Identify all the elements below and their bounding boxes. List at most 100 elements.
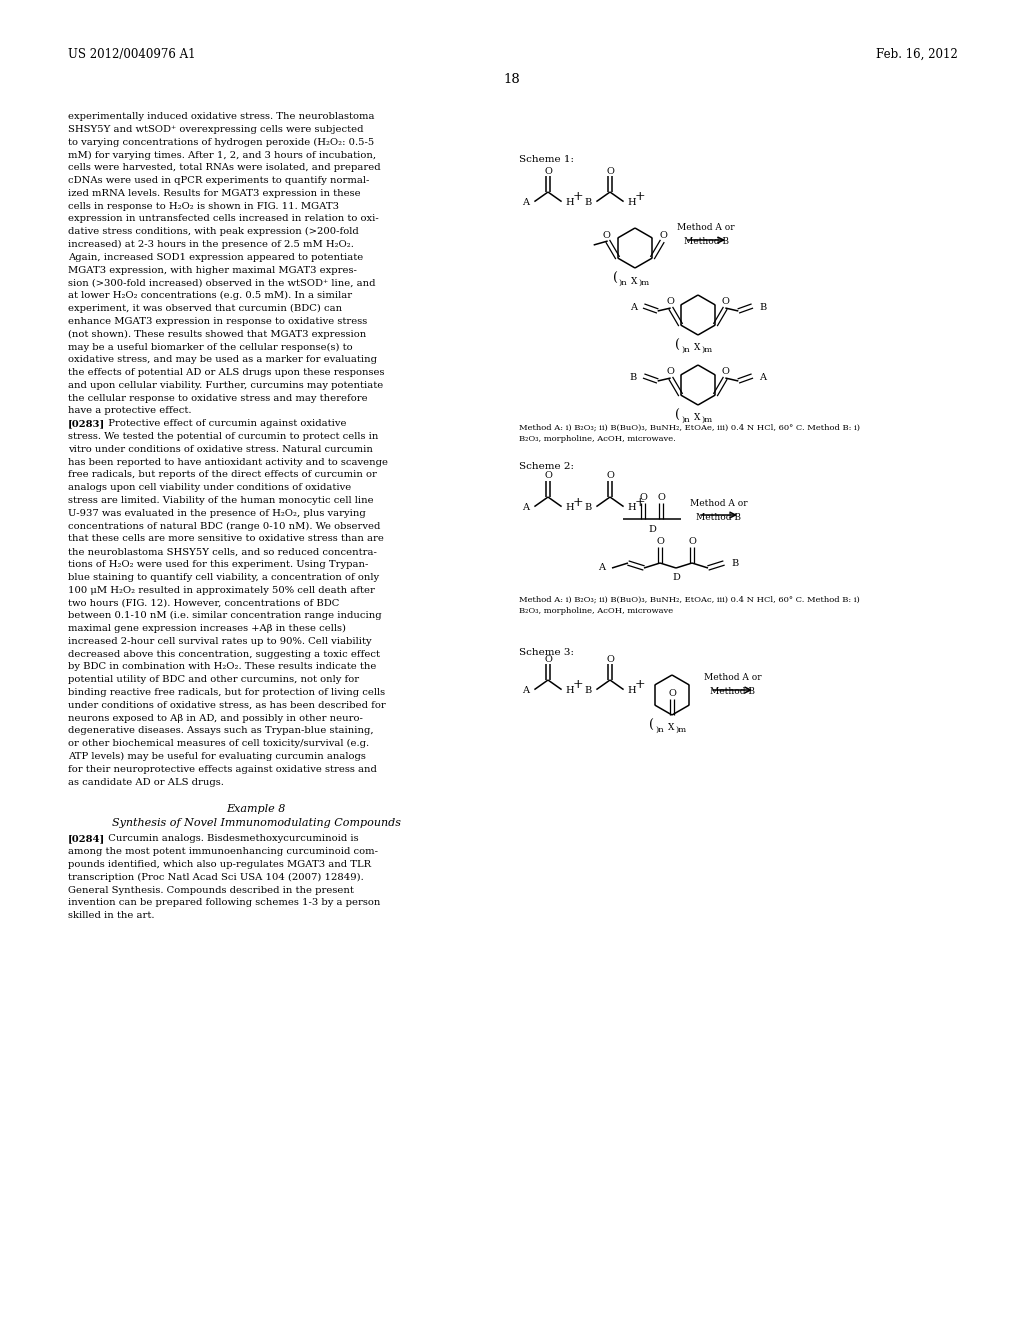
Text: Method B: Method B [696,512,741,521]
Text: B: B [584,686,592,696]
Text: H: H [628,503,636,512]
Text: A: A [760,372,766,381]
Text: General Synthesis. Compounds described in the present: General Synthesis. Compounds described i… [68,886,354,895]
Text: decreased above this concentration, suggesting a toxic effect: decreased above this concentration, sugg… [68,649,380,659]
Text: H: H [565,198,574,207]
Text: O: O [544,655,552,664]
Text: X: X [668,723,674,733]
Text: B: B [760,302,767,312]
Text: expression in untransfected cells increased in relation to oxi-: expression in untransfected cells increa… [68,214,379,223]
Text: A: A [630,302,637,312]
Text: O: O [688,536,696,545]
Text: O: O [639,492,647,502]
Text: transcription (Proc Natl Acad Sci USA 104 (2007) 12849).: transcription (Proc Natl Acad Sci USA 10… [68,873,364,882]
Text: H: H [628,198,636,207]
Text: Method A: i) B₂O₃; ii) B(BuO)₃, BuNH₂, EtOAe, iii) 0.4 N HCl, 60° C. Method B: i: Method A: i) B₂O₃; ii) B(BuO)₃, BuNH₂, E… [519,424,860,432]
Text: B: B [731,558,738,568]
Text: or other biochemical measures of cell toxicity/survival (e.g.: or other biochemical measures of cell to… [68,739,369,748]
Text: U-937 was evaluated in the presence of H₂O₂, plus varying: U-937 was evaluated in the presence of H… [68,508,366,517]
Text: Scheme 1:: Scheme 1: [519,154,574,164]
Text: enhance MGAT3 expression in response to oxidative stress: enhance MGAT3 expression in response to … [68,317,368,326]
Text: blue staining to quantify cell viability, a concentration of only: blue staining to quantify cell viability… [68,573,379,582]
Text: (: ( [649,718,654,731]
Text: Scheme 2:: Scheme 2: [519,462,574,471]
Text: pounds identified, which also up-regulates MGAT3 and TLR: pounds identified, which also up-regulat… [68,861,371,869]
Text: binding reactive free radicals, but for protection of living cells: binding reactive free radicals, but for … [68,688,385,697]
Text: A: A [522,503,529,512]
Text: +: + [635,495,645,508]
Text: ized mRNA levels. Results for MGAT3 expression in these: ized mRNA levels. Results for MGAT3 expr… [68,189,360,198]
Text: +: + [572,678,584,692]
Text: cells in response to H₂O₂ is shown in FIG. 11. MGAT3: cells in response to H₂O₂ is shown in FI… [68,202,339,211]
Text: for their neuroprotective effects against oxidative stress and: for their neuroprotective effects agains… [68,764,377,774]
Text: Feb. 16, 2012: Feb. 16, 2012 [877,48,958,61]
Text: tions of H₂O₂ were used for this experiment. Using Trypan-: tions of H₂O₂ were used for this experim… [68,560,369,569]
Text: Synthesis of Novel Immunomodulating Compounds: Synthesis of Novel Immunomodulating Comp… [112,818,400,829]
Text: )m: )m [701,346,713,354]
Text: D: D [672,573,680,582]
Text: sion (>300-fold increased) observed in the wtSOD⁺ line, and: sion (>300-fold increased) observed in t… [68,279,376,288]
Text: 100 μM H₂O₂ resulted in approximately 50% cell death after: 100 μM H₂O₂ resulted in approximately 50… [68,586,375,594]
Text: O: O [544,166,552,176]
Text: cDNAs were used in qPCR experiments to quantify normal-: cDNAs were used in qPCR experiments to q… [68,176,370,185]
Text: +: + [572,495,584,508]
Text: X: X [694,413,700,422]
Text: cells were harvested, total RNAs were isolated, and prepared: cells were harvested, total RNAs were is… [68,164,381,172]
Text: D: D [648,524,656,533]
Text: )n: )n [682,346,690,354]
Text: O: O [721,297,729,305]
Text: (not shown). These results showed that MGAT3 expression: (not shown). These results showed that M… [68,330,367,339]
Text: SHSY5Y and wtSOD⁺ overexpressing cells were subjected: SHSY5Y and wtSOD⁺ overexpressing cells w… [68,125,364,133]
Text: A: A [522,198,529,207]
Text: has been reported to have antioxidant activity and to scavenge: has been reported to have antioxidant ac… [68,458,388,466]
Text: concentrations of natural BDC (range 0-10 nM). We observed: concentrations of natural BDC (range 0-1… [68,521,380,531]
Text: the neuroblastoma SHSY5Y cells, and so reduced concentra-: the neuroblastoma SHSY5Y cells, and so r… [68,548,377,556]
Text: free radicals, but reports of the direct effects of curcumin or: free radicals, but reports of the direct… [68,470,377,479]
Text: vitro under conditions of oxidative stress. Natural curcumin: vitro under conditions of oxidative stre… [68,445,373,454]
Text: Method B: Method B [683,238,728,247]
Text: US 2012/0040976 A1: US 2012/0040976 A1 [68,48,196,61]
Text: X: X [694,343,700,352]
Text: MGAT3 expression, with higher maximal MGAT3 expres-: MGAT3 expression, with higher maximal MG… [68,265,357,275]
Text: and upon cellular viability. Further, curcumins may potentiate: and upon cellular viability. Further, cu… [68,380,383,389]
Text: [0283]: [0283] [68,420,105,428]
Text: stress are limited. Viability of the human monocytic cell line: stress are limited. Viability of the hum… [68,496,374,506]
Text: )m: )m [638,279,649,286]
Text: the effects of potential AD or ALS drugs upon these responses: the effects of potential AD or ALS drugs… [68,368,384,378]
Text: O: O [721,367,729,375]
Text: H: H [628,686,636,696]
Text: dative stress conditions, with peak expression (>200-fold: dative stress conditions, with peak expr… [68,227,358,236]
Text: 18: 18 [504,73,520,86]
Text: degenerative diseases. Assays such as Trypan-blue staining,: degenerative diseases. Assays such as Tr… [68,726,374,735]
Text: oxidative stress, and may be used as a marker for evaluating: oxidative stress, and may be used as a m… [68,355,377,364]
Text: neurons exposed to Aβ in AD, and possibly in other neuro-: neurons exposed to Aβ in AD, and possibl… [68,714,362,722]
Text: mM) for varying times. After 1, 2, and 3 hours of incubation,: mM) for varying times. After 1, 2, and 3… [68,150,376,160]
Text: to varying concentrations of hydrogen peroxide (H₂O₂: 0.5-5: to varying concentrations of hydrogen pe… [68,137,374,147]
Text: H: H [565,503,574,512]
Text: O: O [606,655,614,664]
Text: B₂O₃, morpholine, AcOH, microwave: B₂O₃, morpholine, AcOH, microwave [519,607,673,615]
Text: O: O [656,536,664,545]
Text: Method A: i) B₂O₃; ii) B(BuO)₃, BuNH₂, EtOAc, iii) 0.4 N HCl, 60° C. Method B: i: Method A: i) B₂O₃; ii) B(BuO)₃, BuNH₂, E… [519,597,860,605]
Text: Method A or: Method A or [690,499,748,507]
Text: O: O [668,689,676,697]
Text: )n: )n [655,726,665,734]
Text: analogs upon cell viability under conditions of oxidative: analogs upon cell viability under condit… [68,483,351,492]
Text: Again, increased SOD1 expression appeared to potentiate: Again, increased SOD1 expression appeare… [68,253,364,261]
Text: O: O [606,471,614,480]
Text: )n: )n [682,416,690,424]
Text: O: O [667,367,675,375]
Text: O: O [659,231,668,239]
Text: B: B [584,503,592,512]
Text: O: O [603,231,610,239]
Text: Scheme 3:: Scheme 3: [519,648,574,657]
Text: experimentally induced oxidative stress. The neuroblastoma: experimentally induced oxidative stress.… [68,112,375,121]
Text: among the most potent immunoenhancing curcuminoid com-: among the most potent immunoenhancing cu… [68,847,378,857]
Text: O: O [667,297,675,305]
Text: O: O [544,471,552,480]
Text: O: O [606,166,614,176]
Text: Curcumin analogs. Bisdesmethoxycurcuminoid is: Curcumin analogs. Bisdesmethoxycurcumino… [102,834,358,843]
Text: (: ( [612,272,617,285]
Text: under conditions of oxidative stress, as has been described for: under conditions of oxidative stress, as… [68,701,386,710]
Text: )m: )m [676,726,686,734]
